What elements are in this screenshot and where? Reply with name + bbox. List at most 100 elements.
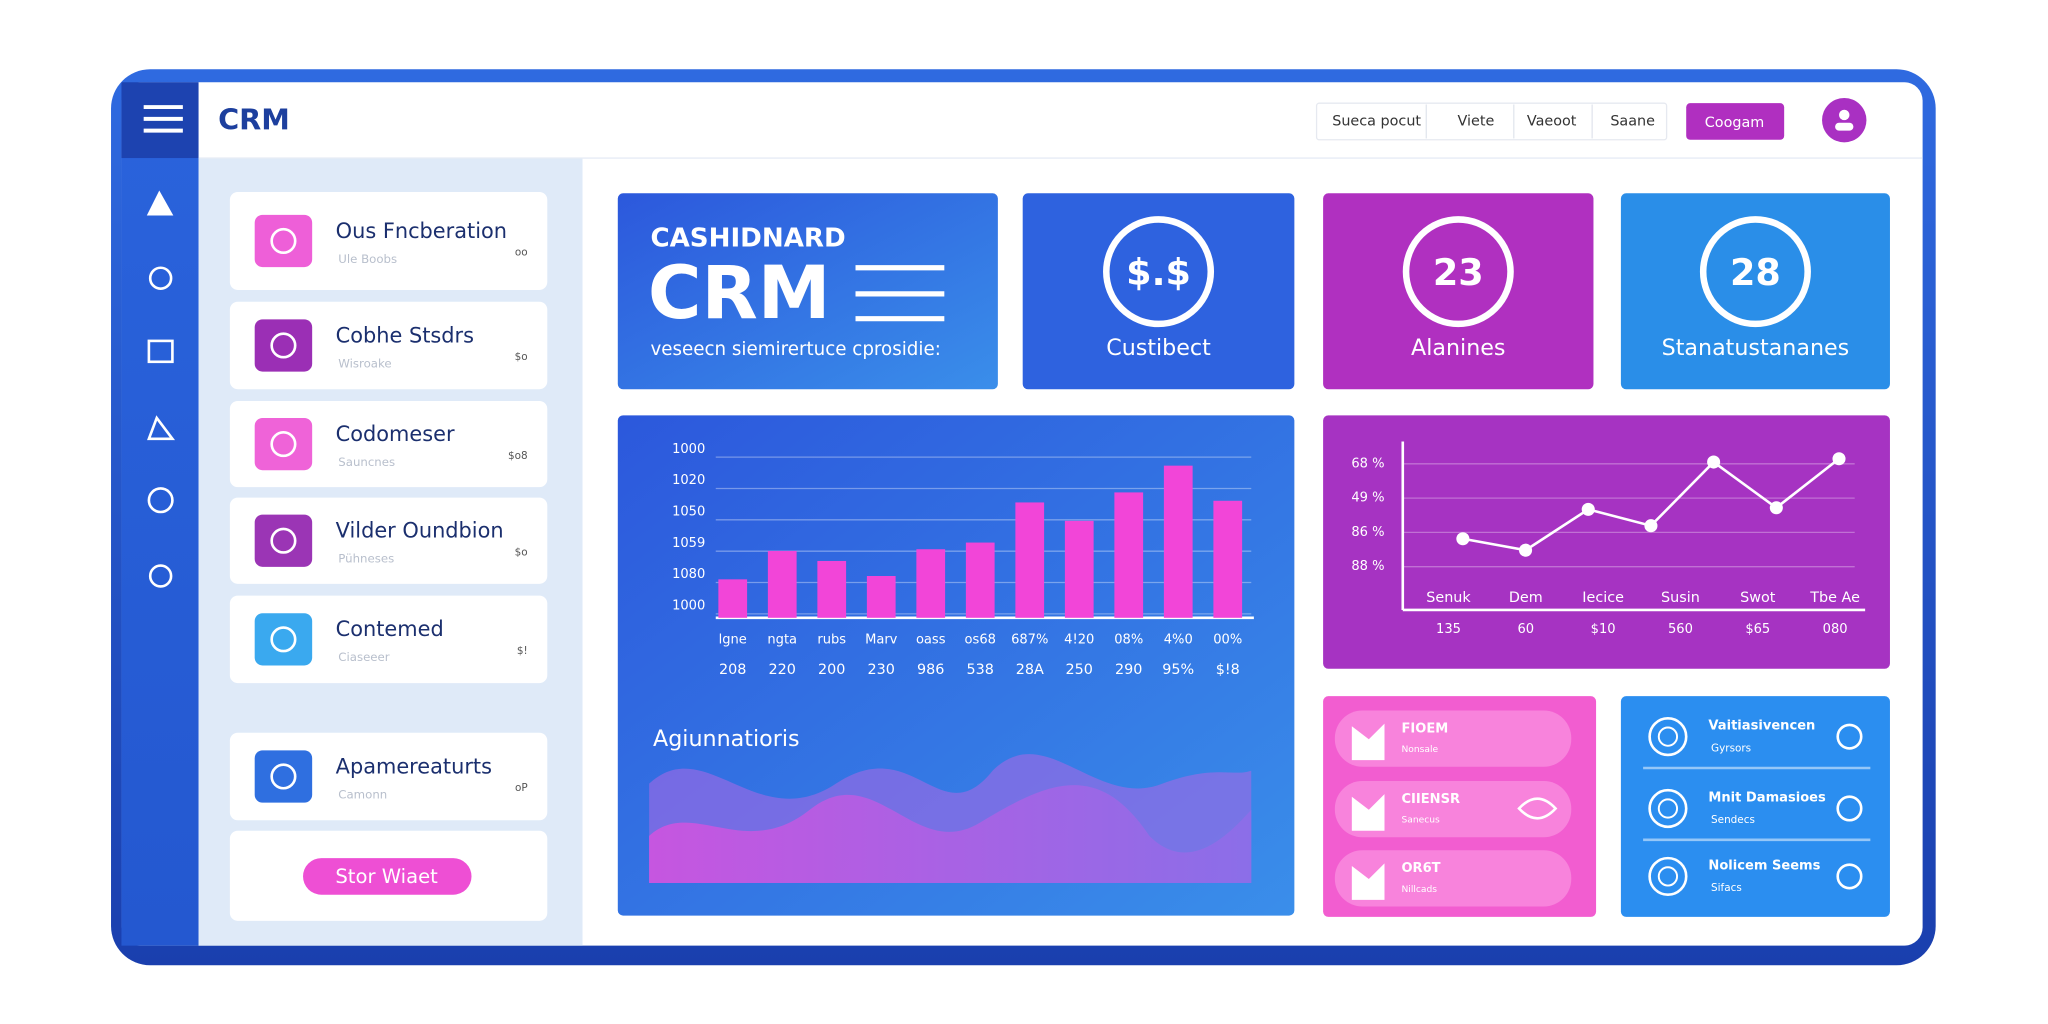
- card-subtitle: Sauncnes: [338, 455, 395, 469]
- x-sublabel: 208: [719, 662, 746, 678]
- row-title: OR6T: [1401, 861, 1440, 876]
- x-sublabel: $!8: [1216, 662, 1240, 678]
- line-point: [1832, 452, 1846, 466]
- x-tick-label: ngta: [767, 633, 797, 648]
- x-sublabel: 220: [769, 662, 796, 678]
- header-button-label[interactable]: Coogam: [1705, 115, 1765, 131]
- card-subtitle: Pühneses: [338, 552, 394, 566]
- card-icon: [254, 514, 313, 567]
- bar: [1015, 502, 1045, 618]
- row-icon-inner: [1657, 866, 1679, 887]
- bar: [866, 576, 896, 618]
- hero-lines: [855, 265, 945, 322]
- pink-row[interactable]: [1334, 710, 1572, 767]
- stat-ring: [1699, 216, 1811, 328]
- area-waves: [649, 754, 1252, 883]
- nav-item[interactable]: Sueca pocut: [1332, 113, 1421, 129]
- card-title: Vilder Oundbion: [336, 519, 504, 543]
- row-subtitle: Gyrsors: [1711, 742, 1751, 754]
- card-subtitle: Ule Boobs: [338, 252, 397, 266]
- line-panel: [1323, 415, 1890, 669]
- card-icon-glyph: [270, 626, 297, 653]
- row-title: Nolicem Seems: [1708, 858, 1820, 873]
- row-icon: [1351, 794, 1385, 831]
- nav-item[interactable]: Vaeoot: [1527, 113, 1577, 129]
- stat-label: Alanines: [1411, 335, 1505, 361]
- x-sublabel: 135: [1436, 622, 1461, 637]
- row-action-icon: [1517, 797, 1558, 820]
- x-tick-label: Senuk: [1426, 590, 1471, 606]
- x-tick-label: 00%: [1213, 633, 1242, 648]
- stat-value: $.$: [1126, 251, 1191, 294]
- card-title: Apamereaturts: [336, 754, 492, 778]
- y-tick-label: 88 %: [1351, 559, 1384, 574]
- card-icon-glyph: [270, 527, 297, 554]
- sidebar-icons: [146, 190, 176, 588]
- y-tick-label: 1000: [672, 599, 705, 614]
- row-action[interactable]: [1836, 863, 1863, 890]
- card-meta: $o: [515, 351, 528, 363]
- x-tick-label: 4!20: [1064, 633, 1094, 648]
- y-tick-label: 1050: [672, 505, 705, 520]
- card-meta: oP: [515, 782, 528, 794]
- nav-item[interactable]: Viete: [1458, 113, 1495, 129]
- row-icon-inner: [1657, 726, 1679, 747]
- row-action[interactable]: [1836, 723, 1863, 750]
- card-meta: $!: [517, 645, 528, 657]
- bar: [1064, 520, 1094, 618]
- nav: Sueca pocut Viete Vaeoot Saane: [1315, 102, 1668, 141]
- sidebar-card[interactable]: [229, 192, 548, 290]
- card-icon: [254, 750, 313, 803]
- app-title: CRM: [218, 102, 290, 136]
- hamburger-icon: [143, 105, 183, 133]
- line-point: [1581, 502, 1595, 516]
- row-subtitle: Sendecs: [1711, 814, 1755, 826]
- row-icon-inner: [1657, 798, 1679, 819]
- hero-text: veseecn siemirertuce cprosidie:: [650, 339, 940, 360]
- x-tick-label: 687%: [1011, 633, 1048, 648]
- card-subtitle: Camonn: [338, 787, 387, 801]
- sidebar-button[interactable]: [303, 858, 472, 895]
- line-chart: 68 % 49 % 86 % 88 % Senuk 135 Dem 60 Iecice $10 Su…: [1351, 441, 1866, 637]
- pink-row[interactable]: [1334, 850, 1572, 907]
- x-tick-label: lgne: [719, 633, 747, 648]
- x-sublabel: 28A: [1016, 662, 1044, 678]
- stat-value: 28: [1730, 251, 1781, 294]
- stat-card: [1323, 193, 1594, 390]
- blue-panel: [1620, 696, 1890, 917]
- x-tick-label: rubs: [817, 633, 846, 648]
- x-tick-label: Tbe Ae: [1809, 590, 1860, 606]
- header-button[interactable]: [1686, 103, 1785, 140]
- nav-item[interactable]: Saane: [1610, 113, 1655, 129]
- x-sublabel: 200: [818, 662, 845, 678]
- card-icon-glyph: [270, 227, 297, 255]
- card-title: Cobhe Stsdrs: [336, 323, 474, 347]
- row-subtitle: Sifacs: [1711, 882, 1742, 894]
- card-title: Ous Fncberation: [336, 219, 507, 243]
- sidebar-cards: Ous Fncberation Ule Boobs oo Cobhe Stsdrs Wi…: [229, 192, 548, 821]
- pink-row[interactable]: [1334, 781, 1572, 838]
- card-icon: [254, 417, 313, 471]
- row-icon: [1648, 717, 1688, 757]
- x-tick-label: Marv: [865, 633, 898, 648]
- hero-title: CASHIDNARD: [650, 224, 845, 254]
- x-sublabel: 60: [1518, 622, 1535, 637]
- row-title: CIIENSR: [1401, 792, 1460, 807]
- bar: [1114, 492, 1144, 618]
- sidebar-button-label[interactable]: Stor Wiaet: [335, 865, 438, 888]
- card-subtitle: Ciaseeer: [338, 650, 389, 664]
- line-point: [1644, 519, 1658, 533]
- bar: [817, 560, 847, 618]
- stat-label: Stanatustananes: [1662, 335, 1850, 361]
- y-tick-label: 49 %: [1351, 491, 1384, 506]
- x-sublabel: 250: [1066, 662, 1093, 678]
- row-title: Mnit Damasioes: [1708, 791, 1826, 806]
- x-sublabel: 080: [1823, 622, 1848, 637]
- row-action[interactable]: [1836, 795, 1863, 822]
- x-tick-label: os68: [965, 633, 996, 648]
- line-point: [1519, 543, 1533, 557]
- line-point: [1769, 501, 1783, 515]
- stats: $.$ Custibect 23 Alanines 28 Stanatustananes: [1022, 193, 1890, 390]
- card-icon-glyph: [270, 431, 297, 458]
